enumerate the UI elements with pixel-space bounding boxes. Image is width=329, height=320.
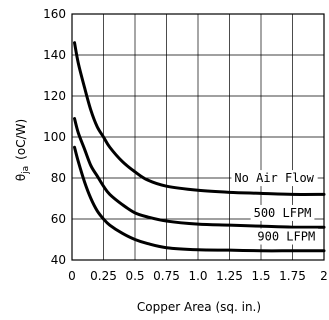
- y-tick-label-5: 140: [43, 48, 66, 62]
- series-label-background-900-lfpm: [254, 228, 319, 245]
- x-tick-label-2: 0.5: [125, 269, 144, 283]
- y-tick-label-6: 160: [43, 7, 66, 21]
- chart-grid: [72, 14, 324, 260]
- y-axis-title-symbol: θ: [14, 174, 28, 181]
- series-label-group-900-lfpm: 900 LFPM: [254, 228, 319, 245]
- x-tick-label-3: 0.75: [153, 269, 180, 283]
- x-tick-label-6: 1.5: [251, 269, 270, 283]
- y-tick-label-0: 40: [51, 253, 66, 267]
- x-tick-label-1: 0.25: [90, 269, 117, 283]
- y-axis-title: θja (oC/W): [14, 119, 31, 181]
- x-axis-title: Copper Area (sq. in.): [137, 300, 261, 314]
- series-label-500-lfpm: 500 LFPM: [254, 206, 312, 220]
- x-tick-label-4: 1.0: [188, 269, 207, 283]
- chart-series: [73, 41, 326, 253]
- series-line-500-lfpm: [73, 117, 326, 229]
- x-tick-label-5: 1.25: [216, 269, 243, 283]
- x-tick-label-7: 1.75: [279, 269, 306, 283]
- x-axis-tick-labels: 0 0.25 0.5 0.75 1.0 1.25 1.5 1.75 2: [68, 269, 328, 283]
- series-label-900-lfpm: 900 LFPM: [257, 230, 315, 244]
- x-tick-label-0: 0: [68, 269, 76, 283]
- series-label-background-no-air-flow: [231, 170, 318, 187]
- y-axis-title-subscript: ja: [21, 166, 31, 175]
- series-line-900-lfpm: [73, 145, 326, 253]
- series-line-no-air-flow: [73, 41, 326, 196]
- series-label-no-air-flow: No Air Flow: [234, 171, 314, 185]
- y-axis-title-unit: (oC/W): [14, 119, 28, 160]
- series-label-group-500-lfpm: 500 LFPM: [250, 204, 315, 221]
- x-tick-label-8: 2: [320, 269, 328, 283]
- y-tick-label-4: 120: [43, 89, 66, 103]
- y-tick-label-3: 100: [43, 130, 66, 144]
- y-tick-label-2: 80: [51, 171, 66, 185]
- plot-frame: [71, 13, 325, 261]
- chart-series-labels: No Air Flow 500 LFPM 900 LFPM: [231, 170, 319, 245]
- y-tick-label-1: 60: [51, 212, 66, 226]
- series-label-group-no-air-flow: No Air Flow: [231, 170, 318, 187]
- y-axis-tick-labels: 40 60 80 100 120 140 160: [43, 7, 66, 267]
- series-label-background-500-lfpm: [250, 204, 315, 221]
